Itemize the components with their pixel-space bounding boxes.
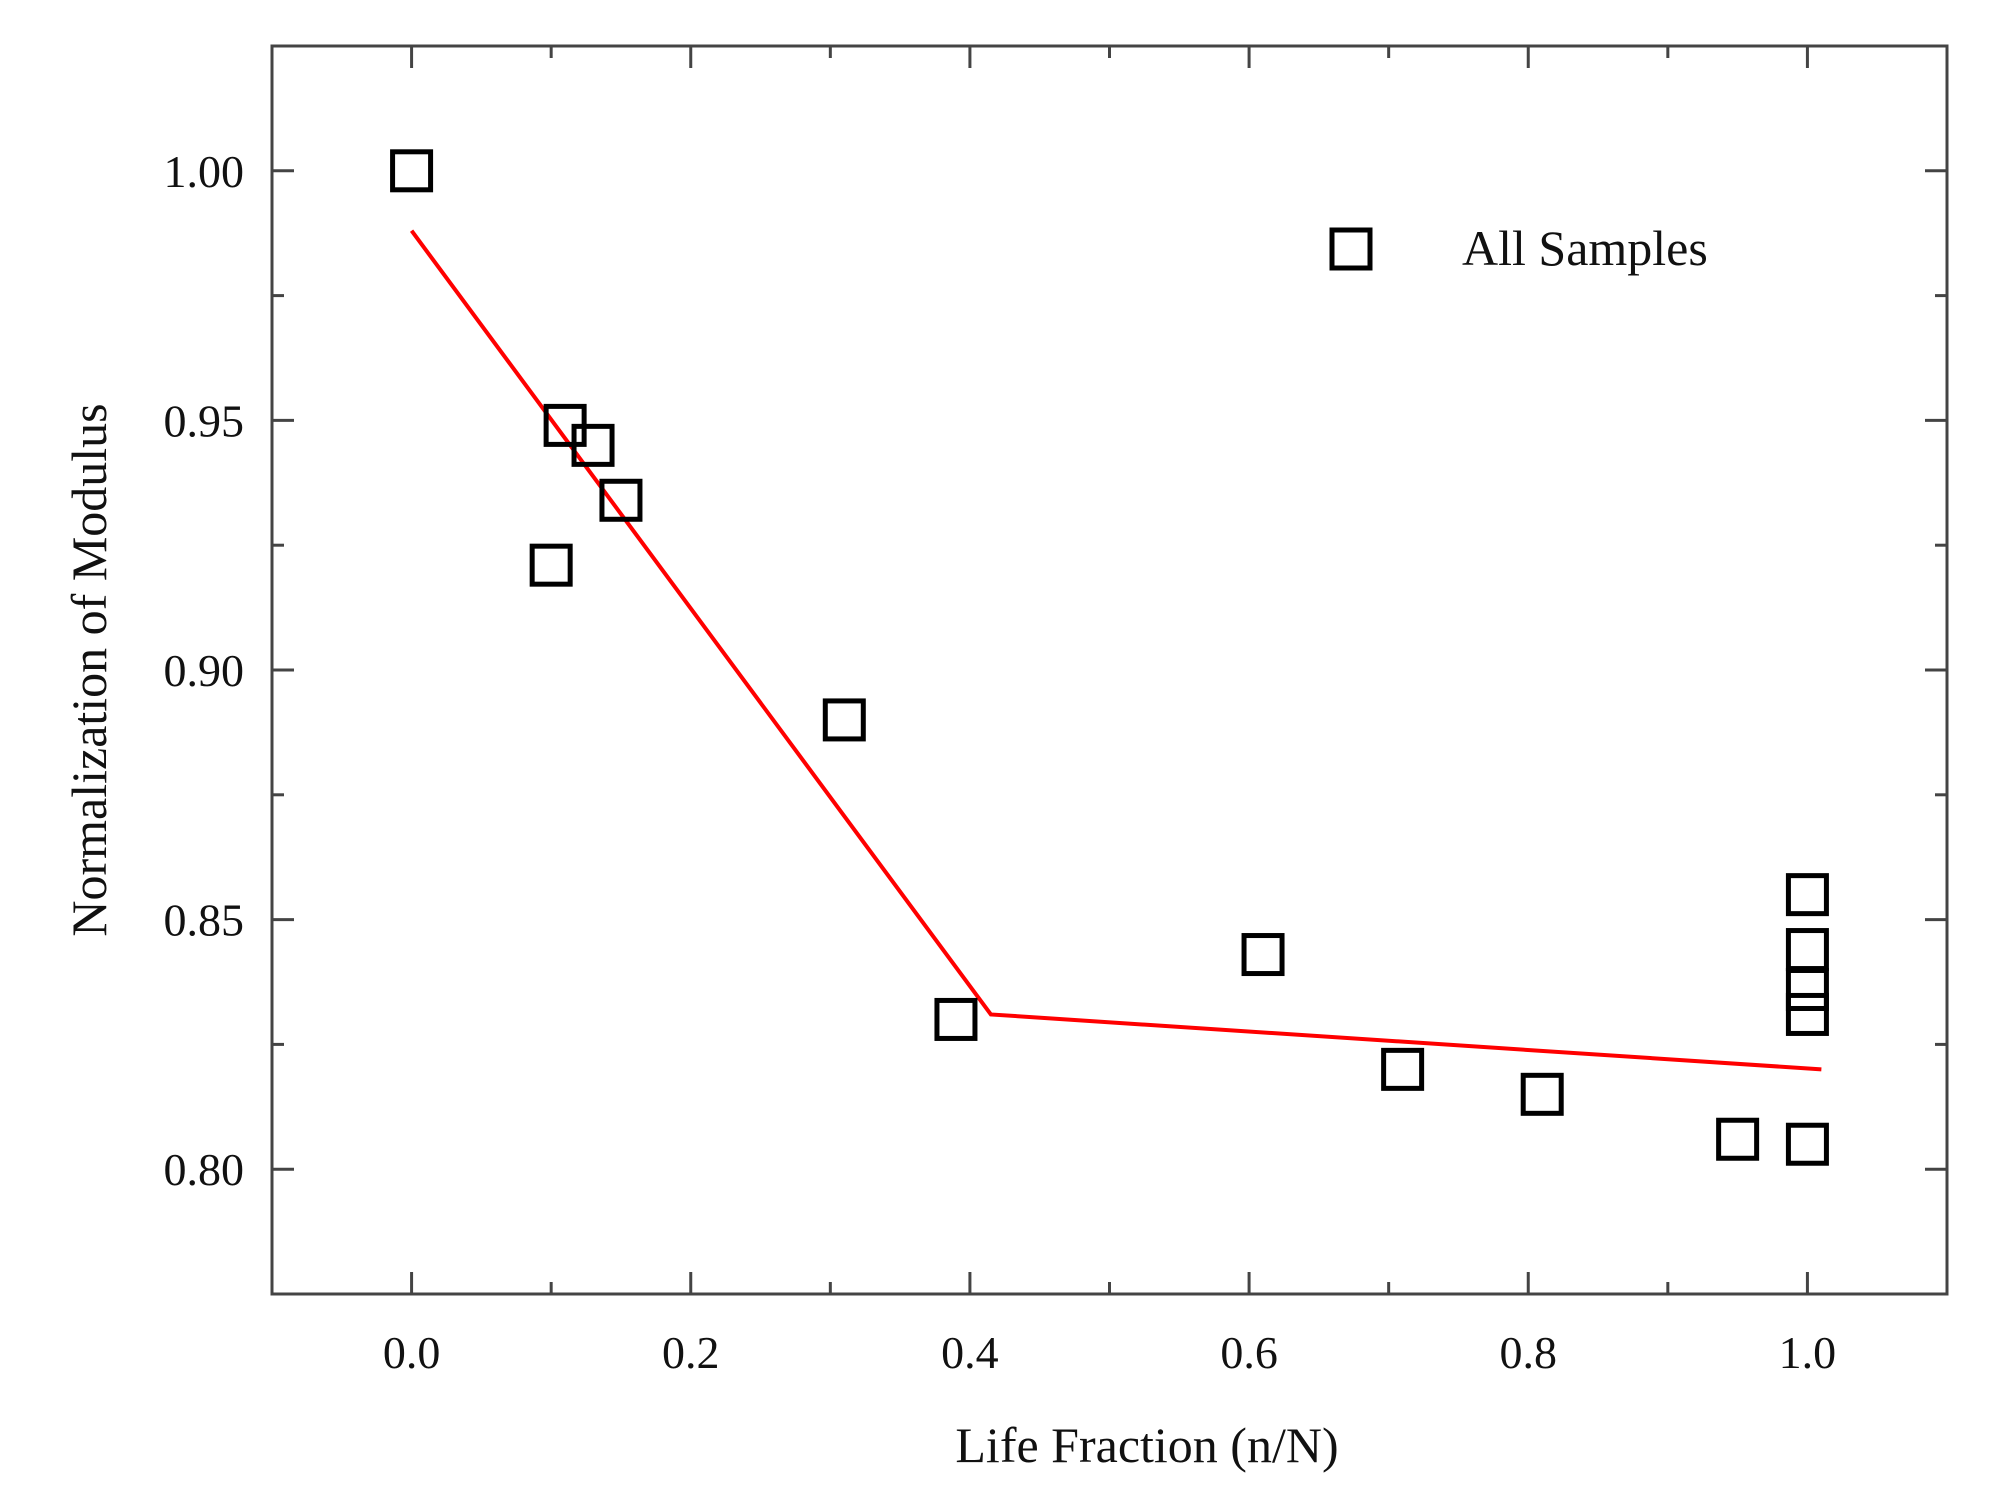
- data-point: [529, 543, 573, 587]
- data-markers: [390, 149, 1829, 1166]
- data-point: [571, 423, 615, 467]
- legend-marker: [1329, 227, 1373, 271]
- data-point: [1785, 928, 1829, 972]
- y-tick-label: 0.80: [164, 1144, 245, 1195]
- legend: All Samples: [1329, 220, 1708, 276]
- x-tick-label: 0.0: [383, 1327, 441, 1378]
- y-tick-label: 0.95: [164, 395, 245, 446]
- data-point: [1785, 1122, 1829, 1166]
- data-point: [1785, 873, 1829, 917]
- y-axis-title: Normalization of Modulus: [61, 403, 117, 936]
- data-point: [1241, 933, 1285, 977]
- legend-label: All Samples: [1462, 220, 1708, 276]
- data-point: [822, 698, 866, 742]
- x-axis-title: Life Fraction (n/N): [955, 1417, 1338, 1473]
- x-tick-label: 0.4: [941, 1327, 999, 1378]
- x-tick-label: 0.8: [1500, 1327, 1558, 1378]
- x-tick-label: 1.0: [1779, 1327, 1837, 1378]
- y-tick-label: 1.00: [164, 146, 245, 197]
- data-point: [934, 997, 978, 1041]
- data-point: [1785, 992, 1829, 1036]
- data-point: [599, 478, 643, 522]
- data-point: [1520, 1072, 1564, 1116]
- fit-line: [409, 229, 1822, 1072]
- data-point: [1381, 1047, 1425, 1091]
- x-tick-label: 0.6: [1220, 1327, 1278, 1378]
- y-tick-label: 0.85: [164, 895, 245, 946]
- data-point: [1716, 1117, 1760, 1161]
- axis-ticks: [270, 46, 1949, 1294]
- axis-tick-labels: 0.0 0.2 0.4 0.6 0.8 1.0 0.80 0.85 0.90 0.95 1.00: [164, 146, 1837, 1378]
- data-point: [1785, 967, 1829, 1011]
- data-point: [390, 149, 434, 193]
- y-tick-label: 0.90: [164, 645, 245, 696]
- x-tick-label: 0.2: [662, 1327, 720, 1378]
